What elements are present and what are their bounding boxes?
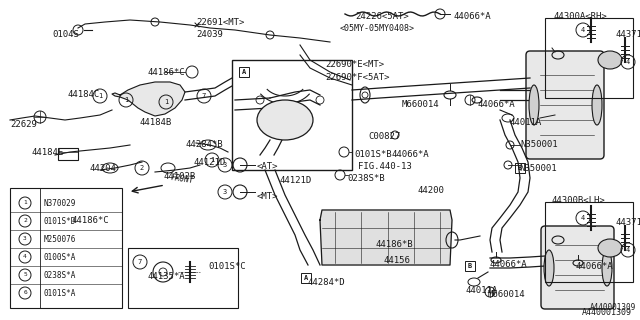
Text: 44066*A: 44066*A: [490, 260, 527, 269]
Text: 44121D: 44121D: [194, 158, 227, 167]
Text: 1: 1: [98, 93, 102, 99]
Text: 44300B<LH>: 44300B<LH>: [551, 196, 605, 205]
Text: 6: 6: [23, 291, 27, 295]
Bar: [239, 67, 249, 77]
Text: N350001: N350001: [519, 164, 557, 173]
Text: 3: 3: [23, 236, 27, 242]
Bar: [58, 148, 78, 160]
Ellipse shape: [544, 250, 554, 286]
Bar: [232, 60, 352, 170]
Text: 7: 7: [202, 93, 206, 99]
Text: 4: 4: [581, 27, 585, 33]
Text: 0100S*A: 0100S*A: [44, 252, 76, 261]
Text: 44371: 44371: [616, 30, 640, 39]
Text: 2: 2: [140, 165, 144, 171]
Ellipse shape: [602, 250, 612, 286]
Text: 7: 7: [138, 259, 142, 265]
Text: 44300A<RH>: 44300A<RH>: [553, 12, 607, 21]
Text: 44186*C: 44186*C: [148, 68, 186, 77]
Bar: [545, 202, 633, 282]
Text: 44371: 44371: [616, 218, 640, 227]
Text: 44284*D: 44284*D: [308, 278, 346, 287]
Text: 44204: 44204: [90, 164, 117, 173]
FancyBboxPatch shape: [541, 226, 614, 309]
Text: 44121D: 44121D: [280, 176, 312, 185]
Text: 24226<5AT>: 24226<5AT>: [355, 12, 409, 21]
Text: 0101S*C: 0101S*C: [208, 262, 246, 271]
Text: 3: 3: [223, 189, 227, 195]
Text: A440001309: A440001309: [589, 303, 636, 312]
Text: 22691<MT>: 22691<MT>: [196, 18, 244, 27]
FancyBboxPatch shape: [526, 51, 604, 159]
Text: 44066*A: 44066*A: [392, 150, 429, 159]
Polygon shape: [112, 82, 185, 116]
Bar: [301, 273, 311, 283]
Text: M250076: M250076: [44, 235, 76, 244]
Text: B: B: [518, 165, 522, 171]
Text: A: A: [242, 69, 246, 75]
Text: 44156: 44156: [383, 256, 410, 265]
Text: 44184B: 44184B: [140, 118, 172, 127]
Bar: [10, 188, 122, 308]
Bar: [545, 18, 633, 98]
Bar: [515, 163, 525, 173]
Text: 44186*B: 44186*B: [376, 240, 413, 249]
Text: C00827: C00827: [368, 132, 400, 141]
Text: <05MY-05MY0408>: <05MY-05MY0408>: [340, 24, 415, 33]
Ellipse shape: [592, 85, 602, 125]
Text: A440001309: A440001309: [582, 308, 632, 317]
Text: 1: 1: [164, 99, 168, 105]
Text: N370029: N370029: [44, 198, 76, 207]
Text: 44200: 44200: [418, 186, 445, 195]
Text: 0104S: 0104S: [52, 30, 79, 39]
Text: 44066*A: 44066*A: [453, 12, 491, 21]
Text: 0101S*A: 0101S*A: [44, 289, 76, 298]
Bar: [465, 261, 475, 271]
Text: M660014: M660014: [488, 290, 525, 299]
Ellipse shape: [257, 100, 313, 140]
Text: 22690*E<MT>: 22690*E<MT>: [325, 60, 384, 69]
Ellipse shape: [529, 85, 539, 125]
Text: <MT>: <MT>: [257, 192, 278, 201]
Text: 44184C: 44184C: [68, 90, 100, 99]
Text: 44011A: 44011A: [466, 286, 499, 295]
Text: 44011A: 44011A: [510, 118, 542, 127]
Text: 4: 4: [626, 247, 630, 253]
Text: 44066*A: 44066*A: [477, 100, 515, 109]
Text: FIG.440-13: FIG.440-13: [358, 162, 412, 171]
Text: M660014: M660014: [402, 100, 440, 109]
Text: 0101S*D: 0101S*D: [44, 217, 76, 226]
Text: 0101S*B: 0101S*B: [354, 150, 392, 159]
Text: 2: 2: [23, 219, 27, 223]
Text: 1: 1: [23, 201, 27, 205]
Text: 1: 1: [210, 157, 214, 163]
Ellipse shape: [598, 51, 622, 69]
Ellipse shape: [598, 239, 622, 257]
Text: 0238S*A: 0238S*A: [44, 270, 76, 279]
Text: 44284*B: 44284*B: [185, 140, 223, 149]
Text: A: A: [304, 275, 308, 281]
Text: 1: 1: [124, 97, 128, 103]
Text: 44186*C: 44186*C: [72, 216, 109, 225]
Text: <AT>: <AT>: [257, 162, 278, 171]
Text: 24039: 24039: [196, 30, 223, 39]
Text: 5: 5: [23, 273, 27, 277]
Text: 4: 4: [581, 215, 585, 221]
Bar: [128, 248, 238, 308]
Text: 4: 4: [626, 59, 630, 65]
Polygon shape: [320, 210, 452, 265]
Text: 4: 4: [23, 254, 27, 260]
Text: 44066*A: 44066*A: [576, 262, 614, 271]
Text: 22629: 22629: [10, 120, 37, 129]
Text: FRONT: FRONT: [170, 173, 194, 185]
Text: 44135*A: 44135*A: [148, 272, 186, 281]
Text: 44184E: 44184E: [32, 148, 64, 157]
Text: 3: 3: [223, 162, 227, 168]
Text: N350001: N350001: [520, 140, 557, 149]
Text: 0238S*B: 0238S*B: [347, 174, 385, 183]
Text: B: B: [468, 263, 472, 269]
Text: 44102B: 44102B: [164, 172, 196, 181]
Text: 22690*F<5AT>: 22690*F<5AT>: [325, 73, 390, 82]
